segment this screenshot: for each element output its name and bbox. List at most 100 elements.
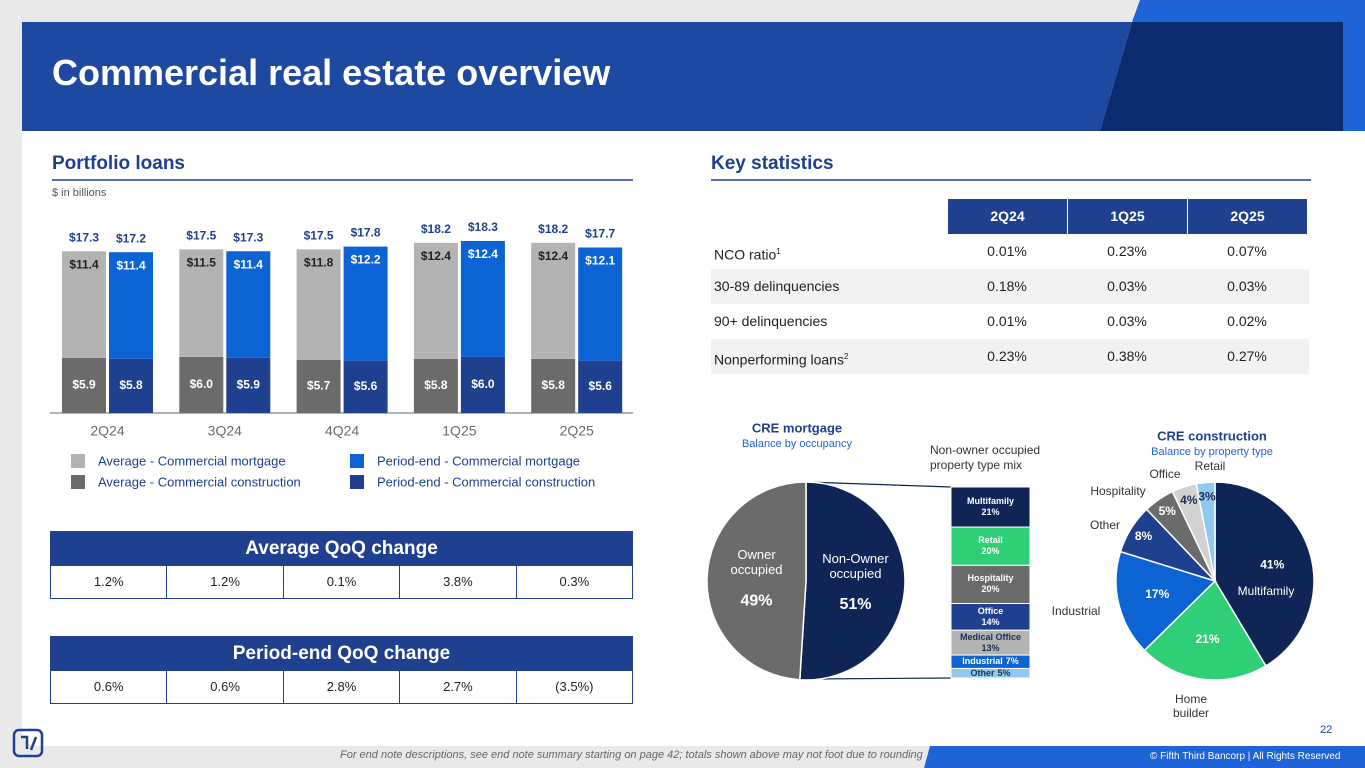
total-label: $17.5 <box>304 229 334 243</box>
table-cell: 0.03% <box>1107 278 1147 294</box>
segment-label: Other 5% <box>951 668 1030 678</box>
table-cell: 0.02% <box>1227 313 1267 329</box>
total-label: $18.3 <box>468 220 498 234</box>
data-label: $11.4 <box>69 257 99 271</box>
table-cell: 3.8% <box>399 566 515 598</box>
data-label: 21% <box>1195 632 1219 646</box>
slice-label: Retail <box>1194 459 1226 473</box>
segment-label: Multifamily 21% <box>951 487 1030 527</box>
table-cell: 0.18% <box>987 278 1027 294</box>
total-label: $17.8 <box>351 226 381 240</box>
table-cell: (3.5%) <box>515 671 632 703</box>
data-label: $5.9 <box>72 378 96 392</box>
total-label: $18.2 <box>538 222 568 236</box>
segment-label: Retail 20% <box>951 527 1030 565</box>
data-label: $12.4 <box>538 249 568 263</box>
bar-segment <box>343 360 388 413</box>
data-label: $11.8 <box>304 256 334 270</box>
bar-segment <box>179 356 224 413</box>
data-label: $11.5 <box>187 256 217 270</box>
legend-swatch <box>71 475 85 489</box>
table-row: 30-89 delinquencies 0.18% 0.03% 0.03% <box>711 269 1309 304</box>
data-label: 51% <box>839 596 871 613</box>
data-label: $12.2 <box>351 253 381 267</box>
data-label: 4% <box>1180 493 1198 507</box>
data-label: $5.7 <box>307 379 331 393</box>
row-label-text: Nonperforming loans <box>714 351 844 368</box>
table-row: Nonperforming loans2 0.23% 0.38% 0.27% <box>711 339 1309 374</box>
legend-label: Average - Commercial mortgage <box>98 453 286 468</box>
footnote-ref: 1 <box>776 247 781 256</box>
data-label: $5.8 <box>424 378 448 392</box>
table-cell: 0.38% <box>1107 348 1147 364</box>
bar-segment <box>62 357 106 413</box>
pie-slice <box>1143 579 1267 681</box>
table-cell: 0.6% <box>166 671 282 703</box>
row-label: Nonperforming loans2 <box>711 339 947 374</box>
connector <box>805 481 952 488</box>
bar-segment <box>179 249 224 357</box>
data-label: 41% <box>1260 557 1284 571</box>
bar-segment <box>460 356 505 413</box>
qoq-table: Average QoQ change 1.2% 1.2% 0.1% 3.8% 0.3% <box>50 531 633 599</box>
segment-value: 7% <box>1005 656 1019 667</box>
legend-swatch <box>71 454 85 468</box>
pie-slice <box>798 481 906 681</box>
table-header: 2Q24 1Q25 2Q25 <box>711 199 1309 234</box>
header-band <box>22 22 1132 131</box>
bar-segment <box>578 247 623 361</box>
table-title: Average QoQ change <box>51 532 632 566</box>
row-label: 30-89 delinquencies <box>711 269 947 304</box>
legend-label: Average - Commercial construction <box>98 474 301 489</box>
bar-segment <box>531 242 576 359</box>
table-cell: 0.01% <box>987 313 1027 329</box>
total-label: $17.7 <box>585 227 615 241</box>
row-label: 90+ delinquencies <box>711 304 947 339</box>
footnote-ref: 2 <box>843 352 849 361</box>
segment-name: Industrial <box>962 656 1003 667</box>
slice-label: Industrial <box>1051 604 1101 618</box>
segment-name: Multifamily <box>966 496 1014 507</box>
total-label: $18.2 <box>421 222 451 236</box>
table-cell: 1.2% <box>166 566 282 598</box>
stack-segment <box>950 629 1031 656</box>
segment-name: Other <box>970 667 995 678</box>
bar-segment <box>413 358 458 413</box>
table-cell: 1.2% <box>93 574 124 589</box>
data-label: 3% <box>1198 489 1216 503</box>
bar-segment <box>62 251 106 358</box>
data-label: 49% <box>741 593 773 610</box>
data-label: $6.0 <box>190 377 214 391</box>
row-label-text: NCO ratio <box>714 246 777 263</box>
section-title: Portfolio loans <box>52 153 185 174</box>
bar-segment <box>413 242 458 359</box>
table-cell: 0.27% <box>1227 348 1267 364</box>
total-label: $17.3 <box>69 230 99 244</box>
segment-name: Office <box>977 605 1004 616</box>
data-label: $5.9 <box>237 378 261 392</box>
header-band-dark <box>1100 22 1343 131</box>
table-cell: 0.07% <box>1227 243 1267 259</box>
qoq-table: Period-end QoQ change 0.6% 0.6% 2.8% 2.7% (3.… <box>50 636 633 704</box>
page-number: 22 <box>1320 724 1333 736</box>
table-cell: 2.7% <box>399 671 515 703</box>
table-row: 1.2% 1.2% 0.1% 3.8% 0.3% <box>51 566 632 598</box>
bar-segment <box>343 246 388 361</box>
table-cell: 2.8% <box>282 671 399 703</box>
pie-slice <box>1195 481 1216 582</box>
card-edge <box>1343 131 1365 746</box>
slice-label: Home builder <box>1172 692 1210 720</box>
chart-title: CRE construction <box>1157 428 1267 443</box>
pie-slice <box>1115 550 1217 652</box>
x-tick-label: 3Q24 <box>208 423 242 439</box>
segment-value: 5% <box>997 667 1011 678</box>
spacer <box>711 199 947 234</box>
bar-segment <box>531 358 576 413</box>
slice-label: Multifamily <box>1237 584 1295 598</box>
data-label: 17% <box>1145 587 1169 601</box>
data-label: 5% <box>1159 504 1177 518</box>
chart-title: CRE mortgage <box>752 420 842 435</box>
legend-label: Period-end - Commercial mortgage <box>377 453 580 468</box>
chart-subtitle: Balance by property type <box>1151 446 1273 458</box>
